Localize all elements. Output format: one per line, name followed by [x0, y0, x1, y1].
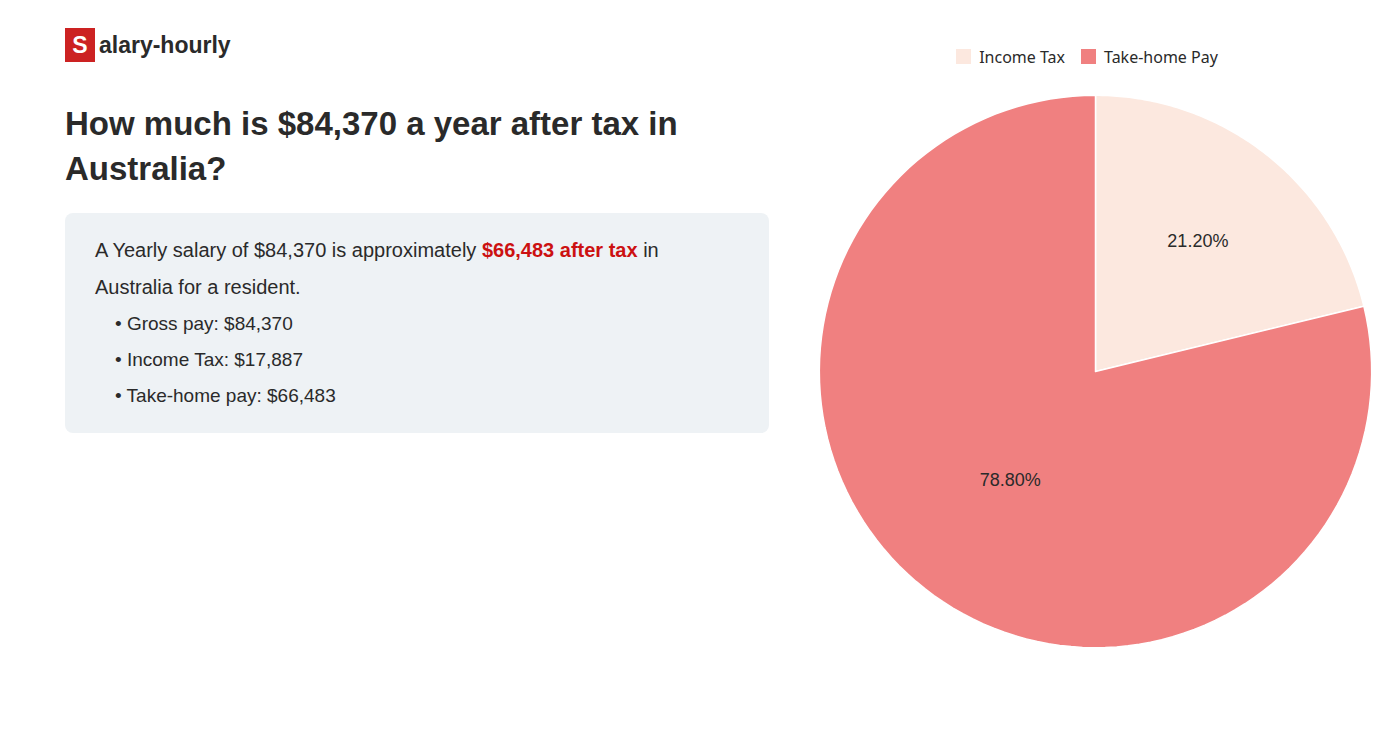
svg-text:78.80%: 78.80%	[980, 470, 1041, 490]
html-text:A Yearly salary of $84,370 is: A Yearly salary of $84,370 is approximat…	[95, 239, 659, 262]
html-text:alary-hourly: alary-hourly	[99, 31, 231, 58]
html-text:• Income Tax: $17,887: • Income Tax: $17,887	[115, 349, 303, 371]
svg-text:21.20%: 21.20%	[1167, 231, 1228, 251]
html-text:How much is $84,370 a year aft: How much is $84,370 a year after tax in …	[65, 105, 678, 187]
html-text:• Take-home pay: $66,483: • Take-home pay: $66,483	[115, 385, 336, 407]
html-text:S: S	[72, 31, 88, 58]
html-text:• Gross pay: $84,370: • Gross pay: $84,370	[115, 313, 293, 335]
html-text:Australia for a resident.: Australia for a resident.	[95, 276, 301, 299]
html-text:Take-home Pay: Take-home Pay	[1104, 45, 1218, 68]
html-text:Income Tax: Income Tax	[979, 45, 1065, 68]
